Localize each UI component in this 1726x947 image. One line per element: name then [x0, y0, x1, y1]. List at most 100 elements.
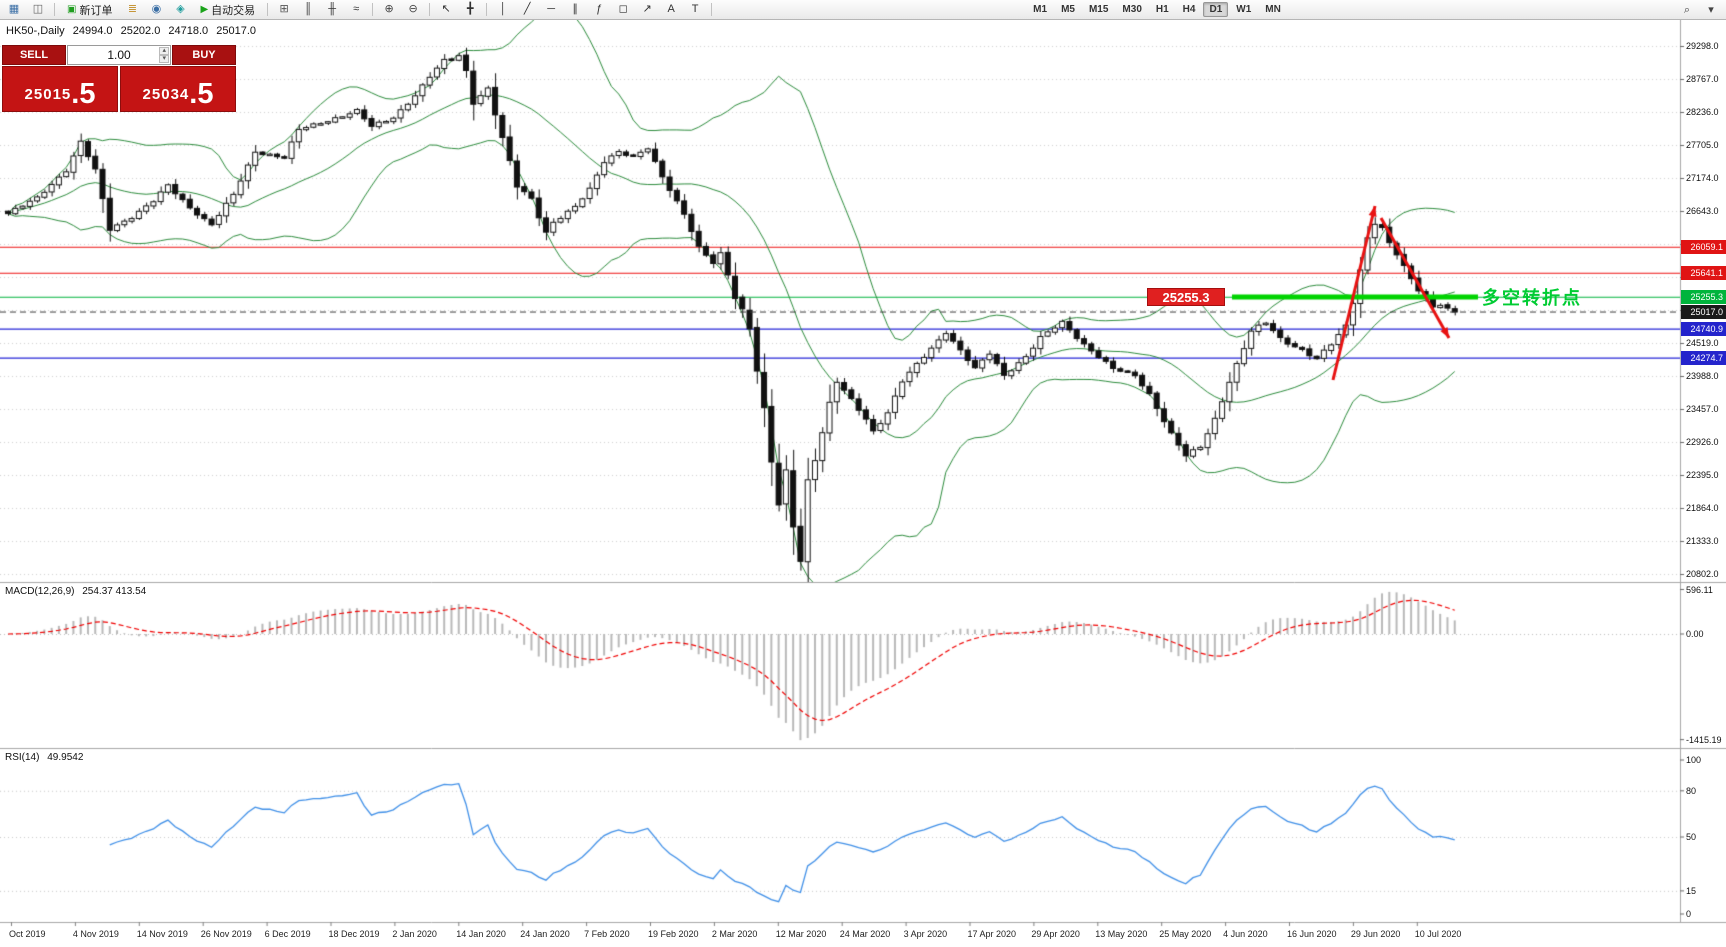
date-label: 7 Feb 2020: [584, 929, 630, 939]
rsi-axis-tick: 100: [1686, 755, 1702, 765]
toolbar-button-label: 新订单: [79, 4, 113, 17]
date-label: 2 Jan 2020: [392, 929, 437, 939]
chart-profiles-icon[interactable]: ◫: [32, 3, 44, 15]
price-axis-tick: 27174.0: [1686, 173, 1719, 183]
zoom-out-icon[interactable]: ⊖: [408, 3, 418, 15]
timeframe-m30[interactable]: M30: [1122, 4, 1142, 15]
toolbar-separator: [429, 3, 431, 16]
one-click-trading-panel: SELL 1.00 ▴ ▾ BUY 25015.5 25034.5: [2, 45, 236, 112]
search-icon[interactable]: ⌕: [1683, 3, 1691, 16]
date-label: 29 Jun 2020: [1350, 929, 1401, 939]
data-window-icon[interactable]: ◉: [151, 3, 162, 15]
price-line-tag: 24274.7: [1681, 351, 1726, 366]
buy-price-int: 25034: [142, 86, 190, 103]
timeframe-m1[interactable]: M1: [1033, 4, 1048, 15]
autotrade-button[interactable]: ▶ 自动交易: [193, 1, 262, 19]
date-label: 3 Apr 2020: [903, 929, 948, 939]
candlestick-chart-icon[interactable]: ╫: [328, 3, 337, 15]
chart-canvas[interactable]: [0, 20, 1726, 947]
date-label: 2 Mar 2020: [711, 929, 758, 939]
toolbar-button-label: 自动交易: [211, 4, 256, 17]
volume-up-icon[interactable]: ▴: [159, 47, 169, 55]
line-chart-icon[interactable]: ≈: [353, 3, 360, 15]
macd-axis-tick: 596.11: [1686, 584, 1713, 595]
vertical-line-icon[interactable]: │: [499, 3, 507, 15]
high-value: 25202.0: [120, 25, 161, 37]
horizontal-line-icon[interactable]: ─: [547, 3, 556, 15]
date-label: 4 Nov 2019: [72, 929, 119, 939]
price-line-tag: 25641.1: [1681, 266, 1726, 281]
rsi-axis-tick: 15: [1686, 885, 1697, 896]
buy-price-panel[interactable]: 25034.5: [120, 66, 236, 112]
volume-input[interactable]: 1.00 ▴ ▾: [67, 45, 171, 65]
arrow-tool-icon[interactable]: ↗: [642, 3, 652, 15]
date-label: 29 Apr 2020: [1031, 929, 1080, 939]
shapes-icon[interactable]: ◻: [618, 3, 628, 15]
price-axis-tick: 21333.0: [1686, 536, 1719, 546]
buy-price-frac: .5: [189, 77, 214, 110]
channel-icon[interactable]: ∥: [572, 3, 578, 15]
timeframe-m15[interactable]: M15: [1088, 4, 1109, 15]
navigator-icon[interactable]: ◈: [176, 3, 185, 15]
tile-windows-icon[interactable]: ⊞: [279, 3, 289, 15]
date-label: 13 May 2020: [1095, 929, 1148, 939]
date-label: 14 Jan 2020: [456, 929, 506, 939]
date-label: 16 Jun 2020: [1287, 929, 1337, 939]
date-label: 24 Jan 2020: [520, 929, 570, 939]
macd-axis-tick: 0.00: [1686, 629, 1704, 639]
support-level-label[interactable]: 25255.3: [1147, 288, 1225, 306]
timeframe-mn[interactable]: MN: [1265, 4, 1281, 15]
label-tool-icon[interactable]: T: [691, 3, 699, 15]
rsi-axis-tick: 50: [1686, 832, 1697, 842]
sell-price-panel[interactable]: 25015.5: [2, 66, 118, 112]
rsi-value: 49.9542: [47, 752, 84, 763]
price-axis-tick: 24519.0: [1686, 338, 1719, 348]
low-value: 24718.0: [168, 25, 209, 37]
price-axis-tick: 28767.0: [1686, 74, 1719, 84]
market-watch-icon[interactable]: ≣: [127, 3, 138, 15]
buy-button[interactable]: BUY: [172, 45, 236, 65]
volume-spinner: ▴ ▾: [159, 46, 169, 64]
fibonacci-icon[interactable]: ƒ: [596, 3, 603, 15]
macd-header: MACD(12,26,9) 254.37 413.54: [5, 586, 151, 597]
symbol-period-label: HK50-,Daily: [6, 25, 65, 37]
rsi-header: RSI(14) 49.9542: [5, 752, 88, 763]
zoom-in-icon[interactable]: ⊕: [384, 3, 394, 15]
price-line-tag: 26059.1: [1681, 240, 1726, 255]
sell-button[interactable]: SELL: [2, 45, 66, 65]
date-label: 12 Mar 2020: [775, 929, 827, 939]
rsi-axis-tick: 0: [1686, 909, 1692, 919]
macd-values: 254.37 413.54: [82, 586, 147, 597]
toolbar-separator: [711, 3, 713, 16]
trendline-icon[interactable]: ╱: [523, 3, 531, 15]
price-line-tag: 24740.9: [1681, 322, 1726, 337]
close-value: 25017.0: [216, 25, 256, 37]
volume-down-icon[interactable]: ▾: [159, 55, 169, 63]
timeframe-h1[interactable]: H1: [1155, 4, 1169, 15]
turning-point-annotation[interactable]: 多空转折点: [1482, 288, 1582, 308]
macd-axis-tick: -1415.19: [1686, 734, 1722, 745]
price-axis-tick: 22395.0: [1686, 470, 1719, 480]
timeframe-d1[interactable]: D1: [1203, 2, 1229, 17]
more-icon[interactable]: ▾: [1708, 3, 1714, 16]
price-axis-tick: 28236.0: [1686, 107, 1719, 117]
open-value: 24994.0: [72, 25, 113, 37]
bar-chart-icon[interactable]: ║: [304, 3, 313, 15]
price-axis-tick: 20802.0: [1686, 569, 1719, 579]
timeframe-m5[interactable]: M5: [1061, 4, 1075, 15]
timeframe-w1[interactable]: W1: [1236, 4, 1252, 15]
price-line-tag: 25017.0: [1681, 305, 1726, 320]
toolbar-separator: [267, 3, 269, 16]
timeframe-h4[interactable]: H4: [1182, 4, 1196, 15]
date-label: 19 Feb 2020: [648, 929, 699, 939]
rsi-axis-tick: 80: [1686, 785, 1697, 796]
date-label: Oct 2019: [9, 929, 46, 939]
crosshair-icon[interactable]: ╋: [466, 3, 474, 15]
new-chart-icon[interactable]: ▦: [8, 3, 20, 15]
text-tool-icon[interactable]: A: [667, 3, 675, 15]
date-label: 14 Nov 2019: [136, 929, 188, 939]
cursor-icon[interactable]: ↖: [441, 3, 451, 15]
date-label: 18 Dec 2019: [328, 929, 380, 939]
new-order-button[interactable]: ▣ 新订单: [60, 1, 119, 19]
price-line-tag: 25255.3: [1681, 290, 1726, 305]
